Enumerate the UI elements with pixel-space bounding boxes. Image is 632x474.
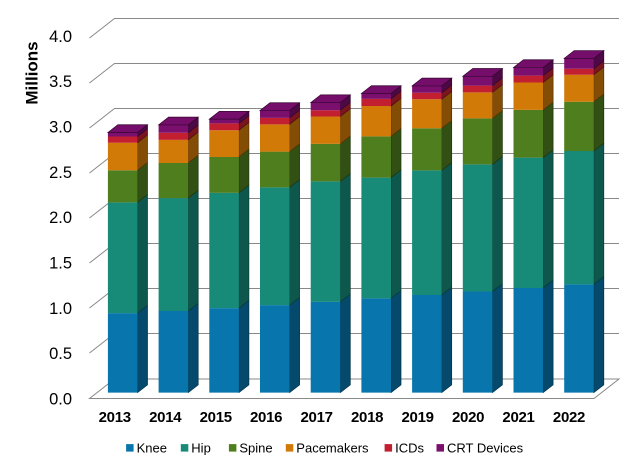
svg-text:2017: 2017: [301, 409, 333, 426]
svg-text:2021: 2021: [502, 409, 534, 426]
svg-text:Millions: Millions: [23, 41, 42, 104]
svg-text:0.0: 0.0: [49, 390, 72, 408]
svg-text:1.5: 1.5: [49, 255, 72, 273]
svg-text:2.0: 2.0: [49, 209, 72, 227]
svg-text:2022: 2022: [553, 409, 585, 426]
svg-text:2018: 2018: [351, 409, 383, 426]
svg-text:3.0: 3.0: [49, 119, 72, 137]
svg-text:Hip: Hip: [191, 441, 211, 456]
svg-text:2015: 2015: [200, 409, 232, 426]
svg-text:Pacemakers: Pacemakers: [296, 441, 369, 456]
svg-text:ICDs: ICDs: [395, 441, 424, 456]
svg-text:2013: 2013: [99, 409, 131, 426]
svg-text:2019: 2019: [402, 409, 434, 426]
svg-text:1.0: 1.0: [49, 300, 72, 318]
svg-text:Knee: Knee: [137, 441, 167, 456]
svg-text:2016: 2016: [250, 409, 282, 426]
svg-text:3.5: 3.5: [49, 73, 72, 91]
svg-text:Spine: Spine: [239, 441, 272, 456]
svg-text:2020: 2020: [452, 409, 484, 426]
svg-text:4.0: 4.0: [49, 28, 72, 46]
svg-text:2014: 2014: [149, 409, 182, 426]
svg-text:2.5: 2.5: [49, 164, 72, 182]
svg-text:CRT Devices: CRT Devices: [447, 441, 524, 456]
svg-text:0.5: 0.5: [49, 345, 72, 363]
